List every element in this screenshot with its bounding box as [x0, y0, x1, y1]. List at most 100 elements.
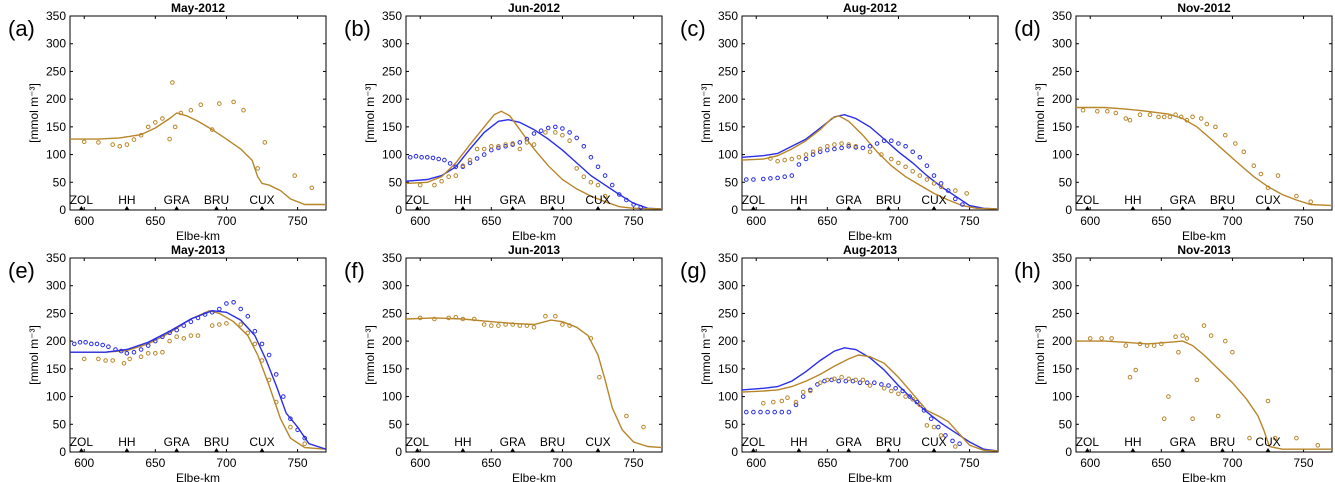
data-point-brown	[817, 146, 823, 152]
data-point-blue	[921, 408, 927, 413]
data-point-brown	[474, 146, 480, 152]
chart-panel-7: (g) Aug-2013 0 50 100 150 200 250 300 350 600 650 70…	[680, 243, 999, 482]
data-point-blue	[825, 147, 830, 153]
site-label: BRU	[1210, 193, 1235, 207]
data-point-brown	[110, 358, 115, 363]
data-point-blue	[846, 144, 852, 149]
data-point-blue	[181, 323, 187, 328]
data-point-brown	[188, 333, 194, 338]
data-point-brown	[1223, 338, 1228, 344]
panel-label: (c)	[680, 16, 706, 41]
data-point-brown	[302, 441, 308, 447]
data-point-brown	[938, 433, 944, 438]
data-point-brown	[266, 377, 272, 383]
site-marker	[595, 206, 601, 210]
site-label: GRA	[1170, 193, 1196, 207]
plot-area	[70, 80, 326, 206]
data-point-blue	[302, 435, 308, 441]
site-label: HH	[790, 435, 807, 449]
data-point-blue	[602, 173, 608, 178]
data-point-brown	[543, 130, 548, 135]
data-point-blue	[113, 347, 118, 352]
y-tick-label: 0	[395, 445, 402, 459]
plot-area	[742, 347, 998, 452]
data-point-blue	[907, 394, 913, 399]
data-point-brown	[1161, 416, 1167, 422]
data-point-blue	[581, 144, 587, 149]
x-tick-label: 750	[288, 214, 308, 228]
data-point-blue	[624, 197, 629, 203]
data-point-blue	[436, 156, 442, 162]
x-tick-label: 650	[145, 214, 165, 228]
axes-box	[405, 15, 663, 211]
data-point-blue	[138, 347, 144, 352]
chart-title: May-2013	[171, 243, 225, 257]
x-tick-label: 700	[1222, 456, 1242, 470]
data-point-brown	[259, 358, 265, 363]
x-tick-label: 600	[74, 456, 94, 470]
data-point-brown	[238, 322, 243, 327]
data-point-blue	[857, 380, 863, 386]
x-tick-label: 700	[216, 214, 236, 228]
y-tick-label: 100	[382, 148, 402, 162]
data-point-brown	[931, 181, 937, 186]
y-axis-label: [mmol m⁻³]	[363, 325, 377, 385]
y-tick-label: 150	[1052, 362, 1072, 376]
data-point-blue	[874, 141, 880, 146]
data-point-brown	[1178, 114, 1184, 120]
y-tick-label: 300	[718, 37, 738, 51]
data-point-brown	[846, 376, 852, 382]
data-point-blue	[474, 156, 480, 161]
x-tick-label: 600	[1080, 214, 1100, 228]
data-point-brown	[808, 388, 813, 394]
x-tick-label: 750	[624, 214, 644, 228]
data-point-brown	[131, 137, 137, 142]
site-marker	[1180, 206, 1186, 210]
data-point-brown	[825, 144, 830, 149]
data-point-blue	[238, 306, 243, 312]
data-point-brown	[853, 377, 859, 383]
data-point-blue	[903, 144, 908, 149]
data-point-brown	[775, 158, 780, 164]
data-point-brown	[446, 174, 452, 179]
data-point-brown	[931, 424, 937, 430]
data-point-blue	[796, 162, 802, 167]
axes-box	[69, 257, 327, 453]
data-point-brown	[796, 155, 802, 160]
data-point-brown	[641, 424, 646, 430]
data-point-brown	[581, 174, 587, 179]
data-point-blue	[957, 441, 962, 447]
plot-area	[406, 313, 662, 449]
data-point-brown	[503, 322, 508, 327]
data-point-blue	[744, 177, 749, 182]
x-tick-label: 750	[1294, 456, 1314, 470]
site-label: ZOL	[70, 435, 94, 449]
data-point-blue	[782, 174, 788, 179]
axes-box	[405, 257, 663, 453]
data-point-brown	[560, 132, 565, 138]
y-tick-label: 100	[46, 390, 66, 404]
data-point-blue	[860, 145, 866, 151]
data-point-brown	[273, 399, 279, 405]
data-point-brown	[889, 156, 894, 162]
y-tick-label: 350	[1052, 9, 1072, 23]
data-point-brown	[503, 142, 508, 147]
site-label: BRU	[876, 435, 901, 449]
data-point-blue	[631, 202, 636, 207]
data-point-brown	[602, 193, 608, 199]
y-tick-label: 50	[1059, 417, 1073, 431]
data-point-brown	[432, 182, 437, 188]
data-point-brown	[453, 315, 459, 320]
data-point-brown	[1184, 336, 1190, 341]
site-marker	[796, 448, 802, 452]
panel-label: (a)	[8, 16, 35, 41]
series-line-blue	[406, 118, 662, 210]
x-tick-label: 700	[552, 214, 572, 228]
y-tick-label: 50	[53, 175, 67, 189]
site-label: ZOL	[406, 193, 430, 207]
data-point-brown	[1080, 107, 1086, 113]
site-label: BRU	[540, 435, 565, 449]
data-point-brown	[417, 182, 423, 188]
y-tick-label: 100	[1052, 390, 1072, 404]
data-point-blue	[943, 433, 948, 438]
